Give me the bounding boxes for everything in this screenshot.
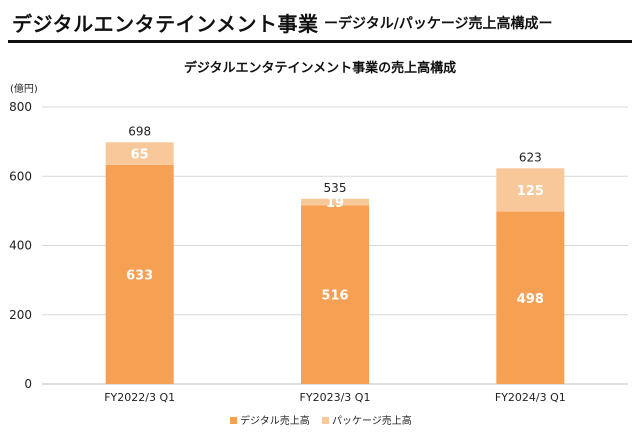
y-tick-label: 0: [24, 377, 32, 391]
segment-value-label: 19: [326, 196, 344, 211]
bar-segment-package: [301, 198, 369, 206]
legend-swatch: [230, 417, 237, 424]
total-label: 698: [128, 124, 151, 138]
x-tick-label: FY2023/3 Q1: [300, 391, 371, 404]
y-tick-label: 600: [9, 169, 32, 183]
y-tick-label: 800: [9, 100, 32, 114]
chart-title: デジタルエンタテインメント事業の売上高構成: [184, 60, 456, 76]
legend-label: パッケージ売上高: [332, 414, 412, 427]
segment-value-label: 516: [321, 289, 348, 304]
legend: デジタル売上高 パッケージ売上高: [230, 414, 412, 427]
y-axis-unit: (億円): [10, 82, 38, 95]
y-tick-label: 400: [9, 239, 32, 253]
bar-segment-digital: [105, 164, 174, 384]
segment-value-label: 498: [517, 292, 544, 307]
header-divider: [8, 40, 632, 43]
y-tick-label: 200: [9, 308, 32, 322]
page-subtitle: ーデジタル/パッケージ売上高構成ー: [324, 16, 553, 32]
bar-segment-digital: [496, 211, 565, 384]
page-title: デジタルエンタテインメント事業: [12, 12, 319, 36]
total-label: 623: [519, 150, 542, 164]
segment-value-label: 65: [131, 148, 149, 163]
total-label: 535: [324, 181, 347, 195]
legend-swatch: [322, 417, 329, 424]
x-tick-label: FY2024/3 Q1: [495, 391, 566, 404]
x-tick-label: FY2022/3 Q1: [104, 391, 175, 404]
x-axis-labels: FY2022/3 Q1 FY2023/3 Q1 FY2024/3 Q1: [104, 391, 566, 404]
segment-value-label: 125: [517, 184, 544, 199]
page-header: デジタルエンタテインメント事業 ーデジタル/パッケージ売上高構成ー: [0, 0, 640, 44]
y-axis-ticks: 0 200 400 600 800: [9, 100, 32, 391]
bar-segment-package: [105, 142, 174, 165]
bar-segment-digital: [301, 205, 369, 384]
segment-value-label: 633: [126, 268, 153, 283]
bar-segment-package: [496, 168, 565, 212]
legend-label: デジタル売上高: [240, 414, 310, 427]
